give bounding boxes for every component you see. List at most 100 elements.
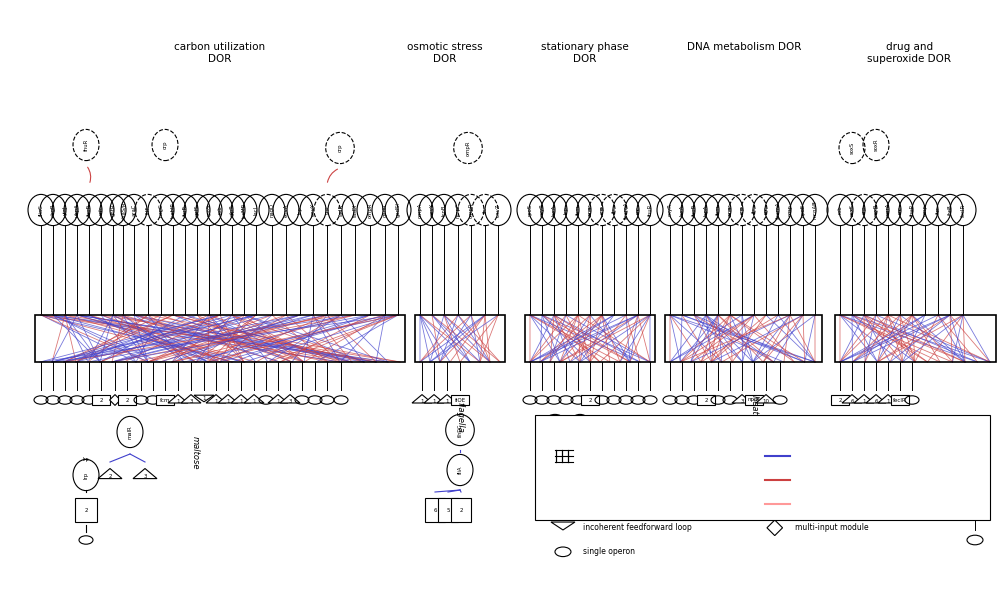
- Polygon shape: [194, 395, 214, 402]
- Text: mc: mc: [635, 206, 640, 214]
- Polygon shape: [244, 395, 264, 403]
- Bar: [35, 315, 405, 362]
- Text: carbon utilization
DOR: carbon utilization DOR: [174, 42, 266, 64]
- Text: envY: envY: [430, 203, 435, 217]
- Text: 5: 5: [447, 508, 450, 512]
- Text: fis: fis: [483, 207, 488, 213]
- Polygon shape: [268, 395, 288, 403]
- Text: fadR: fadR: [339, 204, 344, 216]
- Text: nmpC: nmpC: [456, 202, 461, 218]
- Text: lexA: lexA: [679, 205, 684, 215]
- Text: ompR: ompR: [466, 140, 471, 155]
- Polygon shape: [571, 461, 588, 478]
- FancyBboxPatch shape: [831, 395, 849, 406]
- Text: yiaJ: yiaJ: [63, 205, 68, 215]
- Polygon shape: [412, 395, 432, 403]
- Text: soxS: soxS: [849, 142, 854, 154]
- Text: rpoS: rpoS: [527, 204, 532, 216]
- Text: crp: crp: [338, 144, 343, 152]
- FancyBboxPatch shape: [544, 458, 566, 482]
- Polygon shape: [181, 395, 201, 403]
- Text: heat shock: heat shock: [749, 395, 758, 441]
- Text: mlc: mlc: [99, 205, 104, 215]
- Text: lacI: lacI: [254, 205, 259, 215]
- Text: galS: galS: [195, 204, 200, 216]
- Text: fnuR: fnuR: [909, 204, 914, 216]
- Polygon shape: [280, 395, 300, 403]
- Text: 3: 3: [189, 398, 193, 404]
- FancyBboxPatch shape: [451, 498, 471, 522]
- Text: 3: 3: [553, 467, 556, 473]
- Text: flOE: flOE: [455, 397, 466, 403]
- Text: fnuR: fnuR: [647, 204, 652, 216]
- Text: transcription factor (TF): transcription factor (TF): [583, 427, 674, 436]
- Text: 4: 4: [578, 467, 581, 473]
- Polygon shape: [424, 395, 444, 403]
- Polygon shape: [231, 395, 251, 403]
- Text: ompA: ompA: [418, 202, 423, 218]
- Text: crp: crp: [861, 206, 866, 214]
- Text: gadR: gadR: [383, 203, 388, 217]
- Polygon shape: [854, 395, 874, 403]
- Text: fnuR: fnuR: [691, 204, 696, 216]
- FancyBboxPatch shape: [118, 395, 136, 406]
- Text: 2: 2: [99, 397, 103, 403]
- Text: DNA metabolism DOR: DNA metabolism DOR: [687, 42, 801, 52]
- Text: 1: 1: [214, 398, 218, 404]
- Bar: [835, 315, 996, 362]
- Text: soxS: soxS: [849, 204, 854, 216]
- Text: 1: 1: [253, 398, 256, 404]
- Text: oxyR: oxyR: [667, 203, 672, 217]
- Text: gntR: gntR: [111, 204, 116, 216]
- Text: ebgR: ebgR: [51, 203, 56, 217]
- FancyBboxPatch shape: [451, 395, 469, 406]
- Text: 1: 1: [202, 396, 206, 401]
- Text: 1: 1: [886, 398, 890, 404]
- FancyBboxPatch shape: [425, 498, 445, 522]
- Text: marA: marA: [885, 203, 890, 217]
- Text: fnumA: fnumA: [623, 201, 628, 219]
- Text: fnuR: fnuR: [84, 139, 89, 151]
- Text: fcm: fcm: [160, 397, 170, 403]
- FancyBboxPatch shape: [92, 395, 110, 406]
- Text: rob: rob: [218, 206, 223, 214]
- Bar: [415, 315, 505, 362]
- Text: trp: trp: [298, 206, 303, 214]
- Text: mc: mc: [897, 206, 902, 214]
- Text: rhaS/R: rhaS/R: [121, 201, 126, 219]
- Text: fliaC: fliaC: [39, 204, 44, 216]
- Text: ompR: ompR: [469, 202, 474, 218]
- Text: soxR: soxR: [873, 139, 878, 151]
- Text: 2: 2: [84, 508, 88, 512]
- Text: omp: omp: [922, 204, 927, 216]
- Text: oxyR: oxyR: [539, 203, 544, 217]
- Text: drug and
superoxide DOR: drug and superoxide DOR: [867, 42, 951, 64]
- Polygon shape: [551, 497, 575, 508]
- Text: maltose: maltose: [191, 436, 200, 470]
- Polygon shape: [866, 395, 886, 403]
- FancyBboxPatch shape: [438, 498, 458, 522]
- Text: 1: 1: [226, 398, 230, 404]
- Text: crp: crp: [599, 206, 604, 214]
- Text: 6: 6: [850, 398, 854, 404]
- Text: 2: 2: [838, 397, 842, 403]
- Text: crp: crp: [325, 206, 330, 214]
- Bar: [535, 415, 990, 520]
- Text: 2: 2: [704, 397, 707, 403]
- Text: lexA: lexA: [551, 205, 556, 215]
- Polygon shape: [437, 395, 457, 403]
- FancyBboxPatch shape: [745, 395, 763, 406]
- Text: flagella: flagella: [456, 401, 465, 433]
- Text: trpA: trpA: [703, 205, 708, 215]
- Text: 2: 2: [108, 473, 112, 479]
- Text: soxR: soxR: [873, 204, 878, 216]
- FancyBboxPatch shape: [743, 463, 765, 487]
- Text: ihrB: ihrB: [947, 205, 952, 215]
- Text: fur: fur: [935, 206, 940, 214]
- Text: fruR: fruR: [183, 205, 188, 215]
- Text: fnumA: fnumA: [775, 201, 780, 219]
- Text: npm: npm: [747, 397, 760, 403]
- Text: trpB: trpB: [442, 205, 447, 215]
- Text: mcnAB: mcnAB: [812, 200, 817, 220]
- Text: 3: 3: [289, 398, 292, 404]
